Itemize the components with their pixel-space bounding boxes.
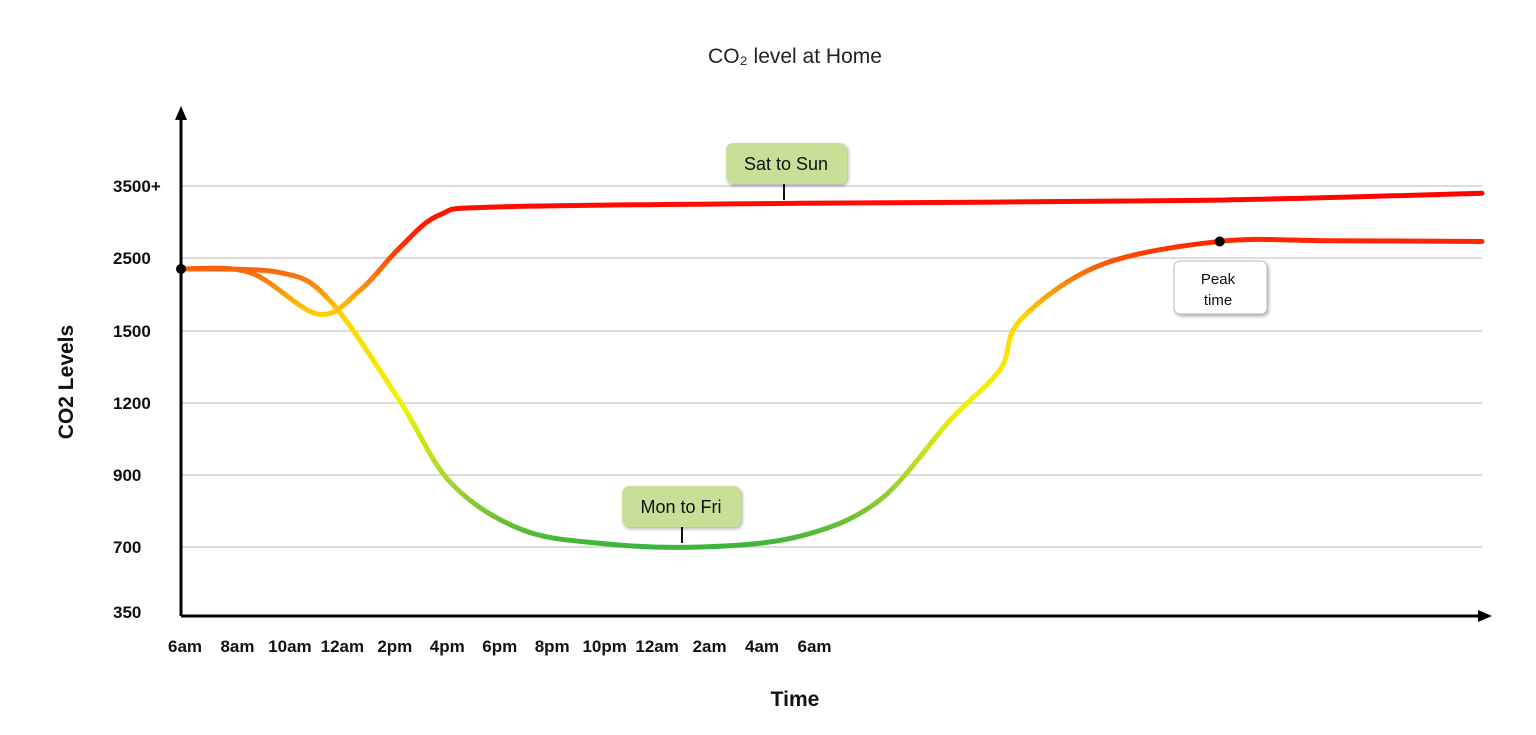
gridlines [181, 185, 1482, 548]
y-tick-label: 900 [113, 466, 141, 485]
x-tick-label: 6am [168, 637, 202, 656]
x-tick-label: 10am [268, 637, 311, 656]
x-tick-label: 12am [321, 637, 364, 656]
data-point-marker [1214, 236, 1225, 247]
x-tick-label: 8pm [535, 637, 570, 656]
annotation-mon-to-fri: Mon to Fri [622, 486, 741, 543]
annotation-label: Peak [1201, 271, 1236, 288]
x-axis-label: Time [771, 688, 820, 711]
annotation-label: time [1204, 292, 1232, 309]
y-axis-arrow-icon [175, 106, 187, 120]
annotation-sat-to-sun: Sat to Sun [726, 143, 847, 200]
annotation-label: Mon to Fri [640, 497, 721, 517]
y-axis-label: CO2 Levels [55, 325, 78, 439]
y-tick-label: 1200 [113, 394, 151, 413]
x-tick-label: 4am [745, 637, 779, 656]
series-line-sat-to-sun [178, 190, 1485, 317]
chart-title: CO₂ level at Home [708, 45, 882, 68]
x-axis-arrow-icon [1478, 610, 1492, 622]
point-markers [176, 236, 1225, 274]
x-tick-label: 6pm [482, 637, 517, 656]
series-line-mon-to-fri [178, 236, 1485, 550]
y-tick-label: 3500+ [113, 177, 161, 196]
annotation-peak-time: Peak time [1173, 260, 1268, 315]
x-tick-label: 8am [220, 637, 254, 656]
y-tick-label: 2500 [113, 249, 151, 268]
x-tick-label: 4pm [430, 637, 465, 656]
x-tick-label: 12am [635, 637, 678, 656]
x-tick-label: 2pm [377, 637, 412, 656]
y-axis-ticks: 350 700 900 1200 1500 2500 3500+ [113, 177, 161, 622]
y-tick-label: 350 [113, 603, 141, 622]
x-tick-label: 6am [797, 637, 831, 656]
series-lines [178, 190, 1485, 550]
y-tick-label: 700 [113, 538, 141, 557]
data-point-marker [176, 263, 186, 274]
x-axis-ticks: 6am 8am 10am 12am 2pm 4pm 6pm 8pm 10pm 12am 2am 4am… [168, 637, 832, 656]
x-tick-label: 10pm [582, 637, 626, 656]
annotation-label: Sat to Sun [744, 154, 828, 174]
y-tick-label: 1500 [113, 322, 151, 341]
x-tick-label: 2am [693, 637, 727, 656]
